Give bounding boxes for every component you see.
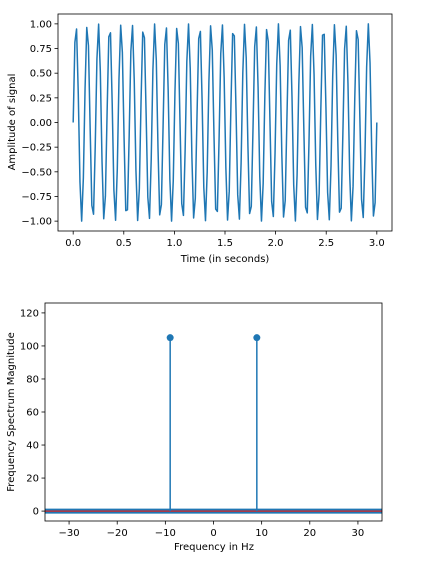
signal-x-ticks: 0.0 0.5 1.0 1.5 2.0 2.5 3.0 [65,231,385,249]
signal-y-tick-label: −0.50 [21,167,52,178]
signal-y-tick-label: 0.00 [30,118,52,129]
spectrum-x-ticks: −30 −20 −10 0 10 20 30 [59,521,365,539]
signal-x-tick-label: 0.5 [116,238,132,249]
signal-y-tick-label: 1.00 [30,19,52,30]
spectrum-y-tick-label: 100 [20,341,39,352]
spectrum-y-tick-label: 120 [20,308,39,319]
spectrum-y-ticks: 0 20 40 60 80 100 120 [20,308,45,518]
spectrum-y-axis-label: Frequency Spectrum Magnitude [6,332,17,491]
signal-y-tick-label: 0.50 [30,69,52,80]
signal-x-axis-label: Time (in seconds) [180,254,270,265]
spectrum-x-tick-label: 20 [303,528,316,539]
spectrum-stem-marker [166,334,174,342]
signal-plot-area [72,23,378,222]
signal-x-tick-label: 3.0 [369,238,385,249]
spectrum-stem-marker [253,334,261,342]
spectrum-x-tick-label: −10 [155,528,176,539]
spectrum-plot-area [45,334,382,514]
spectrum-x-tick-label: −20 [107,528,128,539]
spectrum-y-tick-label: 40 [26,441,39,452]
spectrum-x-tick-label: 10 [255,528,268,539]
spectrum-chart: −30 −20 −10 0 10 20 30 0 20 40 60 80 100 120 Frequen… [6,302,383,553]
signal-y-tick-label: −0.75 [21,192,52,203]
signal-y-tick-label: 0.75 [30,44,52,55]
spectrum-y-tick-label: 20 [26,474,39,485]
spectrum-axes-frame [44,302,383,522]
signal-x-tick-label: 2.5 [318,238,334,249]
signal-x-tick-label: 1.5 [217,238,233,249]
spectrum-x-tick-label: −30 [59,528,80,539]
spectrum-y-tick-label: 60 [26,408,39,419]
signal-y-ticks: 1.00 0.75 0.50 0.25 0.00 −0.25 −0.50 −0.75 −1.00 [21,19,58,228]
signal-x-tick-label: 2.0 [268,238,284,249]
spectrum-x-tick-label: 0 [210,528,216,539]
signal-y-tick-label: −1.00 [21,217,52,228]
spectrum-y-tick-label: 80 [26,374,39,385]
spectrum-x-tick-label: 30 [352,528,365,539]
spectrum-x-axis-label: Frequency in Hz [174,542,254,553]
signal-chart: 0.0 0.5 1.0 1.5 2.0 2.5 3.0 1.00 0.75 0.50 0.25 0.… [7,13,393,265]
signal-y-tick-label: 0.25 [30,93,52,104]
signal-x-tick-label: 1.0 [166,238,182,249]
signal-y-axis-label: Amplitude of signal [7,74,18,171]
signal-x-tick-label: 0.0 [65,238,81,249]
signal-y-tick-label: −0.25 [21,143,52,154]
spectrum-y-tick-label: 0 [33,507,39,518]
signal-series-line [72,23,378,222]
